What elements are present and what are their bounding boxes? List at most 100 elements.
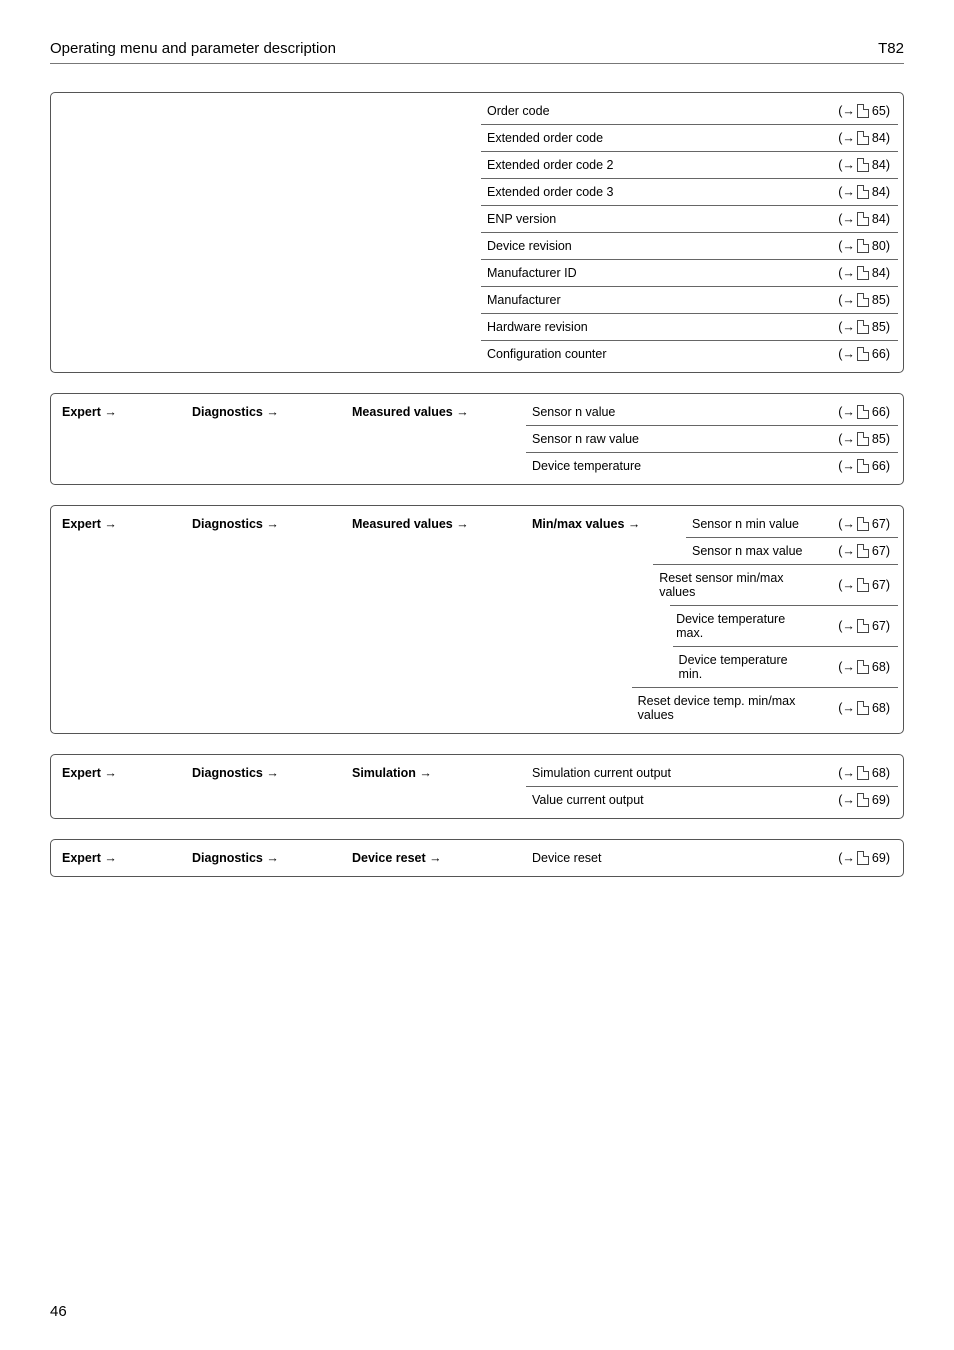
empty-cell xyxy=(346,425,526,452)
parameter-label: Extended order code 3 xyxy=(481,178,818,205)
empty-cell xyxy=(56,564,179,605)
breadcrumb: Measured values → xyxy=(346,399,526,425)
section-title: Operating menu and parameter description xyxy=(50,40,336,57)
parameter-label: Extended order code 2 xyxy=(481,151,818,178)
empty-cell xyxy=(56,646,183,687)
page-reference: (→ 67) xyxy=(822,564,898,605)
empty-cell xyxy=(183,605,339,646)
breadcrumb: Expert → xyxy=(56,511,186,537)
page-icon xyxy=(857,851,869,865)
page-reference: (→ 85) xyxy=(818,286,898,313)
empty-cell xyxy=(502,564,654,605)
page-reference: (→ 65) xyxy=(818,98,898,124)
page-icon xyxy=(857,766,869,780)
empty-cell xyxy=(175,687,321,728)
table-simulation: Expert →Diagnostics →Simulation →Simulat… xyxy=(50,754,904,819)
doc-code: T82 xyxy=(878,40,904,57)
page-reference: (→ 85) xyxy=(818,425,898,452)
empty-cell xyxy=(56,205,481,232)
page-icon xyxy=(857,320,869,334)
breadcrumb: Device reset → xyxy=(346,845,526,871)
parameter-label: Extended order code xyxy=(481,124,818,151)
empty-cell xyxy=(56,452,186,479)
page-icon xyxy=(857,347,869,361)
breadcrumb: Diagnostics → xyxy=(186,511,346,537)
page-icon xyxy=(857,185,869,199)
page-icon xyxy=(857,405,869,419)
page-icon xyxy=(857,293,869,307)
parameter-label: Sensor n min value xyxy=(686,511,818,537)
empty-cell xyxy=(346,786,526,813)
parameter-label: Order code xyxy=(481,98,818,124)
empty-cell xyxy=(56,313,481,340)
page-icon xyxy=(857,517,869,531)
empty-cell xyxy=(56,232,481,259)
empty-cell xyxy=(526,537,686,564)
page-reference: (→ 68) xyxy=(824,687,898,728)
empty-cell xyxy=(179,564,331,605)
breadcrumb: Simulation → xyxy=(346,760,526,786)
empty-cell xyxy=(56,151,481,178)
page-reference: (→ 85) xyxy=(818,313,898,340)
parameter-label: Sensor n value xyxy=(526,399,818,425)
page-reference: (→ 67) xyxy=(818,537,898,564)
page-icon xyxy=(857,660,869,674)
empty-cell xyxy=(56,605,183,646)
breadcrumb: Diagnostics → xyxy=(186,845,346,871)
table-device-info-continuation: Order code(→ 65)Extended order code(→ 84… xyxy=(50,92,904,373)
empty-cell xyxy=(346,452,526,479)
page-icon xyxy=(857,578,869,592)
page-icon xyxy=(857,212,869,226)
empty-cell xyxy=(186,786,346,813)
empty-cell xyxy=(485,687,631,728)
page-icon xyxy=(857,432,869,446)
page-reference: (→ 84) xyxy=(818,151,898,178)
breadcrumb: Min/max values → xyxy=(526,511,686,537)
page-reference: (→ 66) xyxy=(818,399,898,425)
table-measured-values: Expert →Diagnostics →Measured values →Se… xyxy=(50,393,904,485)
breadcrumb: Diagnostics → xyxy=(186,399,346,425)
empty-cell xyxy=(339,605,514,646)
parameter-label: Reset sensor min/max values xyxy=(653,564,822,605)
page-reference: (→ 84) xyxy=(818,178,898,205)
page-reference: (→ 84) xyxy=(818,259,898,286)
parameter-label: Manufacturer xyxy=(481,286,818,313)
empty-cell xyxy=(183,646,340,687)
breadcrumb: Expert → xyxy=(56,760,186,786)
empty-cell xyxy=(331,564,502,605)
breadcrumb: Measured values → xyxy=(346,511,526,537)
empty-cell xyxy=(56,259,481,286)
parameter-label: Sensor n max value xyxy=(686,537,818,564)
parameter-label: Simulation current output xyxy=(526,760,818,786)
page-header: Operating menu and parameter description… xyxy=(50,40,904,64)
table-min-max-values: Expert →Diagnostics →Measured values →Mi… xyxy=(50,505,904,734)
page-icon xyxy=(857,793,869,807)
page-reference: (→ 66) xyxy=(818,340,898,367)
page-number: 46 xyxy=(50,1303,67,1320)
empty-cell xyxy=(321,687,485,728)
parameter-label: Device reset xyxy=(526,845,818,871)
page-reference: (→ 84) xyxy=(818,124,898,151)
parameter-label: Sensor n raw value xyxy=(526,425,818,452)
parameter-label: Hardware revision xyxy=(481,313,818,340)
empty-cell xyxy=(56,340,481,367)
parameter-label: Device revision xyxy=(481,232,818,259)
page-icon xyxy=(857,239,869,253)
page-reference: (→ 67) xyxy=(820,605,898,646)
parameter-label: ENP version xyxy=(481,205,818,232)
empty-cell xyxy=(514,605,670,646)
empty-cell xyxy=(56,124,481,151)
page-reference: (→ 68) xyxy=(820,646,898,687)
empty-cell xyxy=(340,646,516,687)
parameter-label: Device temperature min. xyxy=(673,646,820,687)
page-icon xyxy=(857,459,869,473)
breadcrumb: Diagnostics → xyxy=(186,760,346,786)
page-reference: (→ 66) xyxy=(818,452,898,479)
table-device-reset: Expert →Diagnostics →Device reset →Devic… xyxy=(50,839,904,877)
parameter-label: Configuration counter xyxy=(481,340,818,367)
parameter-label: Value current output xyxy=(526,786,818,813)
empty-cell xyxy=(516,646,673,687)
empty-cell xyxy=(56,286,481,313)
page-reference: (→ 67) xyxy=(818,511,898,537)
page-icon xyxy=(857,544,869,558)
